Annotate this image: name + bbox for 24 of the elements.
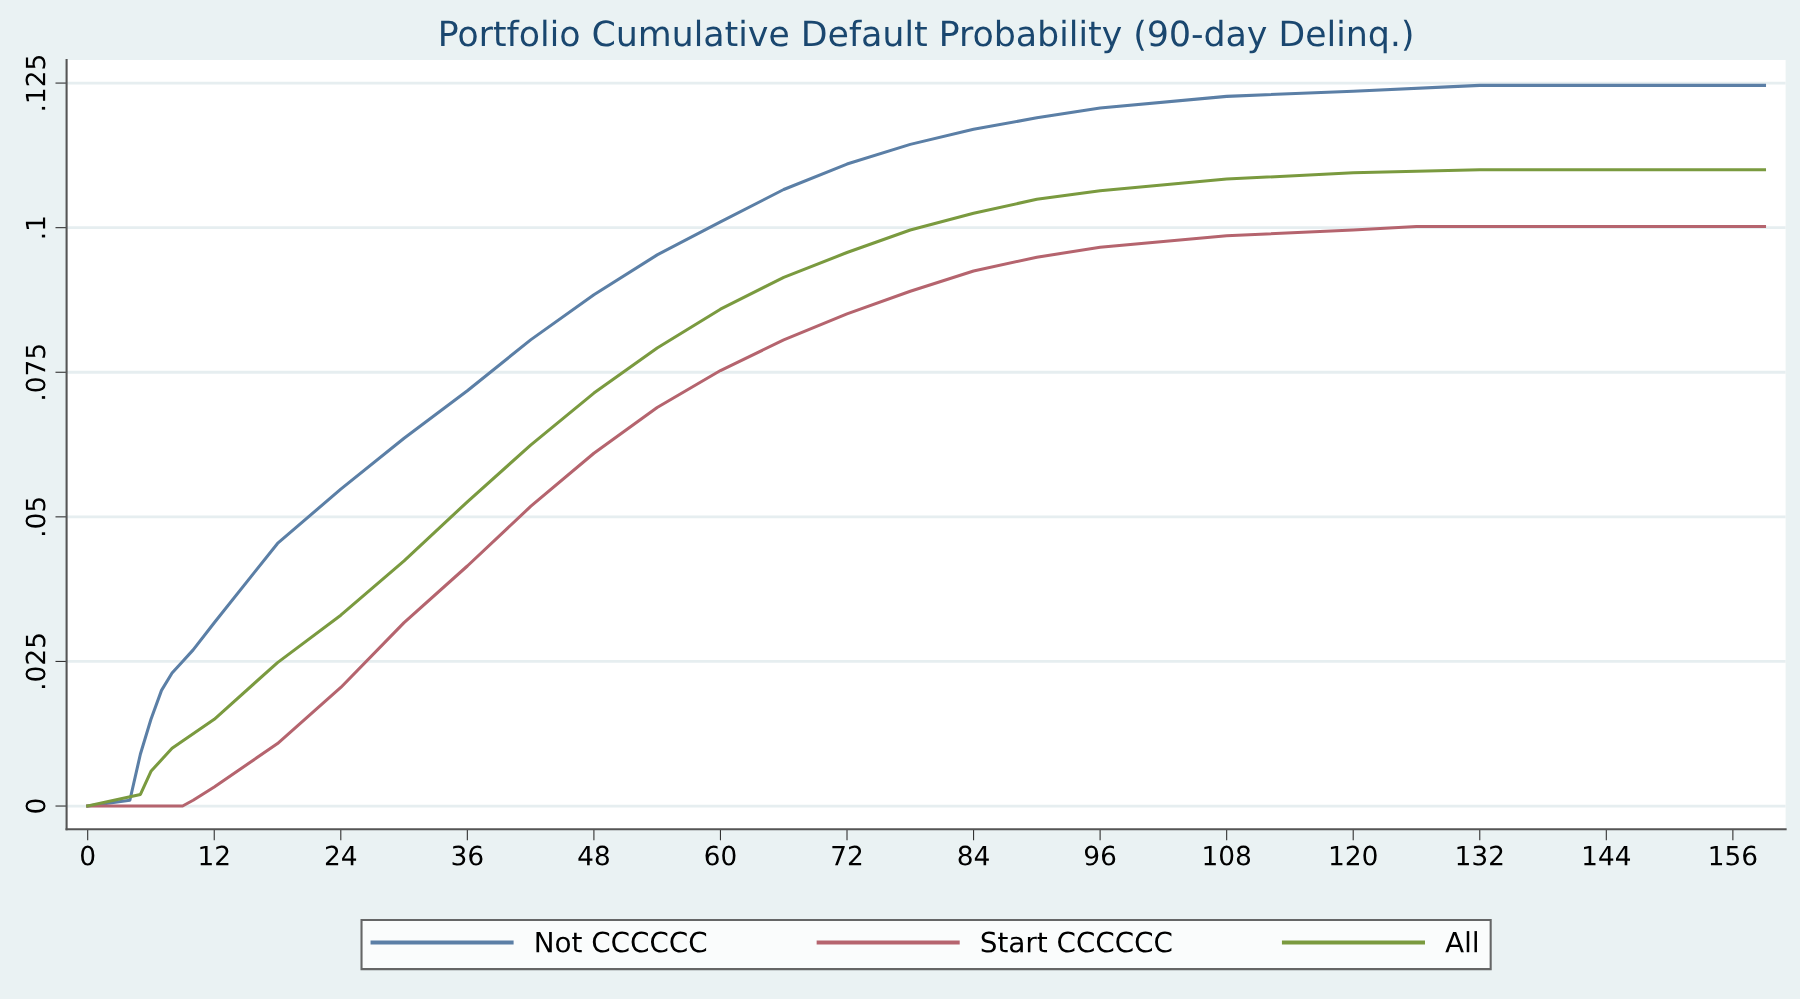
x-tick-label: 108 bbox=[1204, 845, 1251, 866]
y-tick-label: 0 bbox=[25, 799, 46, 813]
y-tick-label: .05 bbox=[25, 498, 46, 536]
y-tick-label: .075 bbox=[25, 345, 46, 399]
x-tick-label: 156 bbox=[1710, 845, 1757, 866]
x-tick-label: 24 bbox=[325, 845, 357, 866]
x-tick-label: 120 bbox=[1330, 845, 1377, 866]
chart-title: Portfolio Cumulative Default Probability (90-day Delinq.) bbox=[441, 19, 1412, 54]
legend-label: Not CCCCCC bbox=[536, 931, 707, 953]
x-tick-label: 12 bbox=[200, 845, 229, 866]
legend-label: All bbox=[1445, 931, 1477, 953]
legend-label: Start CCCCCC bbox=[981, 931, 1172, 953]
x-tick-label: 144 bbox=[1584, 845, 1631, 866]
x-tick-label: 96 bbox=[1084, 845, 1116, 866]
y-tick-label: .1 bbox=[25, 217, 46, 238]
x-tick-label: 132 bbox=[1457, 845, 1503, 866]
x-tick-label: 48 bbox=[578, 845, 609, 866]
x-tick-label: 72 bbox=[832, 845, 862, 866]
y-tick-label: .025 bbox=[25, 634, 46, 688]
x-tick-label: 36 bbox=[452, 845, 483, 866]
x-tick-label: 84 bbox=[958, 845, 989, 866]
x-tick-label: 60 bbox=[705, 845, 736, 866]
y-tick-label: .125 bbox=[25, 56, 46, 110]
x-tick-label: 0 bbox=[81, 845, 95, 866]
